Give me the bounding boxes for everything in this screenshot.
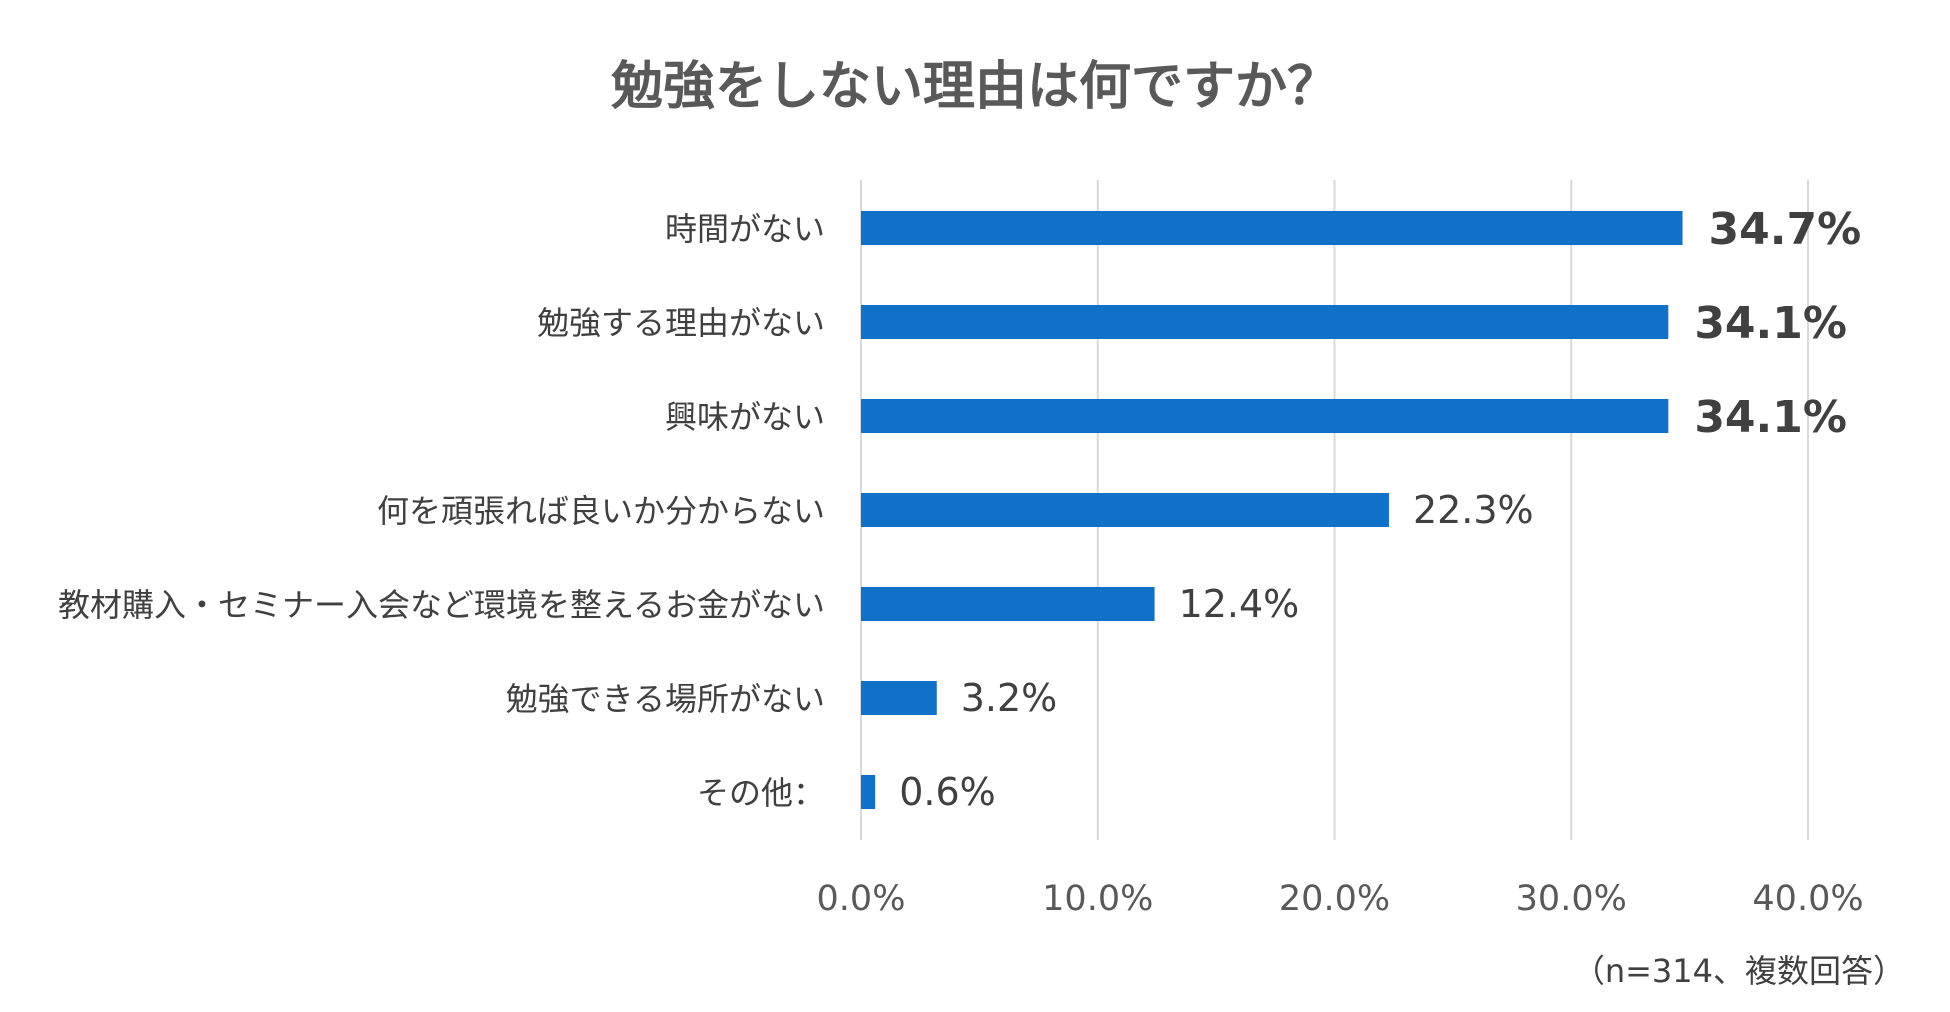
category-label: 時間がない bbox=[665, 210, 825, 248]
x-tick-label: 40.0% bbox=[1752, 879, 1863, 919]
x-tick-label: 0.0% bbox=[817, 879, 906, 919]
bar bbox=[861, 681, 937, 715]
data-label: 12.4% bbox=[1179, 582, 1300, 626]
chart-title: 勉強をしない理由は何ですか？ bbox=[611, 57, 1339, 117]
category-label: 勉強する理由がない bbox=[537, 304, 825, 342]
data-label: 3.2% bbox=[961, 676, 1058, 720]
bar bbox=[861, 305, 1669, 339]
category-label: 勉強できる場所がない bbox=[506, 680, 825, 718]
category-label: その他： bbox=[697, 774, 825, 812]
bar bbox=[861, 211, 1683, 245]
sample-note: （n=314、複数回答） bbox=[1573, 952, 1905, 990]
data-label: 34.1% bbox=[1694, 298, 1847, 349]
bar bbox=[861, 399, 1669, 433]
data-label: 22.3% bbox=[1413, 488, 1534, 532]
category-label: 興味がない bbox=[665, 398, 825, 436]
category-label: 何を頑張れば良いか分からない bbox=[377, 492, 825, 530]
data-label: 34.7% bbox=[1709, 204, 1862, 255]
category-label: 教材購入・セミナー入会など環境を整えるお金がない bbox=[58, 586, 825, 624]
bar bbox=[861, 775, 876, 809]
category-labels: 時間がない勉強する理由がない興味がない何を頑張れば良いか分からない教材購入・セミ… bbox=[58, 210, 825, 812]
data-label: 34.1% bbox=[1694, 392, 1847, 443]
x-tick-label: 10.0% bbox=[1042, 879, 1153, 919]
data-labels: 34.7% 34.1% 34.1% 22.3% 12.4% 3.2% 0.6% bbox=[899, 204, 1861, 814]
data-label: 0.6% bbox=[899, 770, 996, 814]
x-tick-label: 20.0% bbox=[1279, 879, 1390, 919]
bar bbox=[861, 587, 1155, 621]
bars bbox=[861, 211, 1683, 809]
bar bbox=[861, 493, 1389, 527]
x-tick-label: 30.0% bbox=[1516, 879, 1627, 919]
x-axis-tick-labels: 0.0% 10.0% 20.0% 30.0% 40.0% bbox=[817, 879, 1864, 919]
